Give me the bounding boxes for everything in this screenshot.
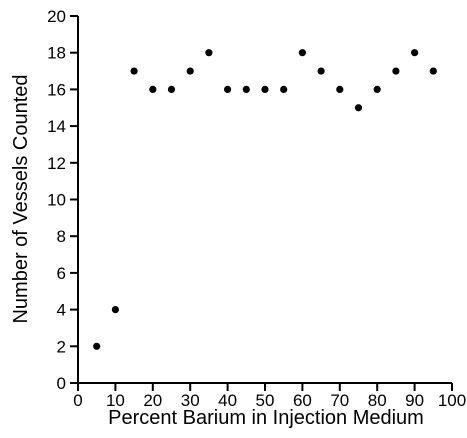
y-tick-label: 20 (47, 7, 66, 26)
data-point (298, 49, 306, 57)
y-tick-label: 2 (57, 337, 66, 356)
x-ticks: 0 10 20 30 40 50 60 70 80 90 100 (73, 383, 466, 410)
y-tick-label: 12 (47, 154, 66, 173)
data-point (354, 104, 363, 112)
x-tick-label: 20 (143, 391, 162, 410)
x-tick-label: 100 (438, 391, 466, 410)
x-tick-label: 80 (368, 391, 387, 410)
x-tick-label: 10 (106, 391, 125, 410)
data-point (186, 67, 194, 75)
y-ticks: 0 2 4 6 8 10 12 14 16 18 20 (47, 7, 78, 393)
data-point (392, 67, 400, 75)
x-tick-label: 70 (330, 391, 349, 410)
data-point (336, 85, 344, 93)
data-point (167, 85, 176, 93)
data-point (373, 85, 381, 93)
data-point (205, 49, 213, 57)
y-tick-label: 0 (57, 374, 66, 393)
y-tick-label: 6 (57, 264, 66, 283)
y-tick-label: 8 (57, 227, 66, 246)
y-tick-label: 4 (57, 301, 66, 320)
data-point (111, 306, 119, 314)
data-point (242, 85, 250, 93)
y-tick-label: 10 (47, 191, 66, 210)
y-tick-label: 18 (47, 44, 66, 63)
x-tick-label: 0 (73, 391, 82, 410)
data-point (280, 85, 288, 93)
y-tick-label: 16 (47, 80, 66, 99)
x-tick-label: 40 (218, 391, 237, 410)
y-axis-title: Number of Vessels Counted (10, 74, 32, 323)
data-points (93, 49, 437, 350)
data-point (317, 67, 325, 75)
data-point (411, 49, 419, 57)
x-tick-label: 30 (181, 391, 200, 410)
x-axis-title: Percent Barium in Injection Medium (108, 407, 424, 429)
data-point (149, 85, 157, 93)
x-tick-label: 60 (293, 391, 312, 410)
data-point (429, 67, 437, 75)
x-tick-label: 50 (256, 391, 275, 410)
data-point (130, 67, 138, 75)
x-tick-label: 90 (405, 391, 424, 410)
data-point (224, 85, 232, 93)
data-point (93, 342, 101, 350)
y-tick-label: 14 (47, 117, 66, 136)
data-point (261, 85, 269, 93)
